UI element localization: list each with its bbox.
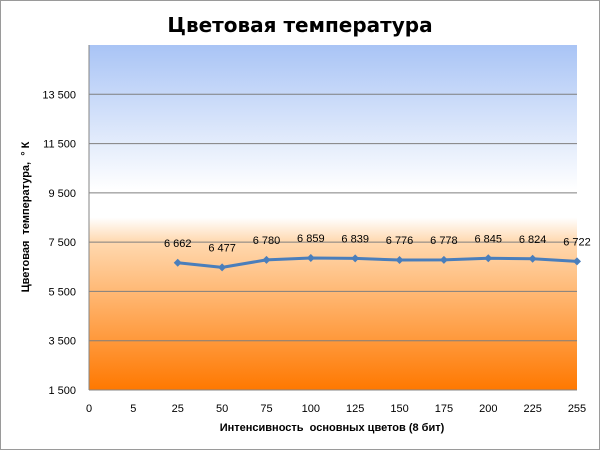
x-tick-label: 200	[479, 403, 497, 415]
series-group: 6 662 6 477 6 780 6 859 6 839 6 776 6 778 6 845…	[164, 233, 591, 272]
data-point	[173, 258, 182, 267]
data-label: 6 778	[430, 235, 458, 247]
gridlines	[88, 45, 577, 391]
x-tick-label: 100	[302, 403, 320, 415]
x-tick-label: 150	[390, 403, 408, 415]
data-label: 6 839	[341, 233, 369, 245]
y-tick-label: 7 500	[48, 237, 76, 249]
x-tick-label: 25	[172, 403, 184, 415]
data-label: 6 780	[253, 235, 281, 247]
x-tick-label: 175	[435, 403, 453, 415]
y-tick-label: 1 500	[48, 385, 76, 397]
x-tick-label: 0	[86, 403, 92, 415]
x-tick-label: 5	[130, 403, 136, 415]
data-label: 6 824	[519, 234, 547, 246]
data-point	[573, 257, 581, 266]
data-point	[351, 254, 360, 263]
x-tick-label: 75	[260, 403, 272, 415]
data-point	[439, 255, 448, 264]
x-tick-label: 225	[523, 403, 541, 415]
data-point	[528, 254, 537, 263]
data-label: 6 776	[386, 235, 414, 247]
y-tick-label: 3 500	[48, 336, 76, 348]
x-tick-label: 50	[216, 403, 228, 415]
y-axis-ticks: 1 500 3 500 5 500 7 500 9 500 11 500 13 500	[42, 89, 76, 397]
series-line	[177, 256, 578, 269]
data-label: 6 662	[164, 238, 192, 250]
plot-area	[89, 45, 577, 390]
chart-title: Цветовая температура	[167, 13, 433, 37]
y-axis-label: Цветовая температура, ° К	[20, 141, 32, 292]
data-label: 6 845	[475, 233, 503, 245]
data-label: 6 477	[208, 242, 236, 254]
data-point	[262, 255, 271, 264]
data-label: 6 722	[563, 236, 591, 248]
data-point	[484, 254, 493, 263]
x-tick-label: 255	[568, 403, 586, 415]
x-axis-ticks: 0 5 25 50 75 100 125 150 175 200 225 255	[86, 403, 586, 415]
y-tick-label: 13 500	[42, 89, 76, 101]
data-point	[306, 253, 315, 262]
data-point	[218, 263, 227, 272]
data-point	[395, 255, 404, 264]
x-axis-label: Интенсивность основных цветов (8 бит)	[220, 422, 445, 434]
x-tick-label: 125	[346, 403, 364, 415]
y-tick-label: 5 500	[48, 286, 76, 298]
data-label: 6 859	[297, 233, 325, 245]
y-tick-label: 11 500	[43, 139, 76, 151]
y-tick-label: 9 500	[48, 188, 76, 200]
